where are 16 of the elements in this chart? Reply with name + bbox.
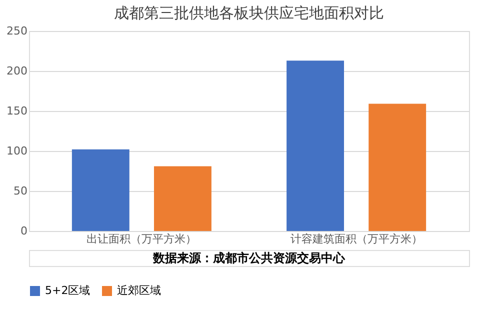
x-tick-label: 出让面积（万平方米） — [86, 232, 197, 246]
y-tick-label: 150 — [6, 104, 28, 118]
y-tick-label: 100 — [6, 144, 28, 158]
chart-title: 成都第三批供地各板块供应宅地面积对比 — [114, 4, 384, 22]
y-tick-label: 200 — [6, 64, 28, 78]
bar — [368, 104, 426, 231]
x-tick-label: 计容建筑面积（万平方米） — [290, 232, 422, 246]
legend-label: 近郊区域 — [117, 284, 161, 297]
legend-label: 5+2区域 — [45, 284, 90, 297]
bar — [286, 60, 344, 231]
y-tick-label: 50 — [14, 184, 28, 198]
bar — [154, 166, 212, 231]
y-tick-label: 0 — [20, 224, 28, 238]
bar — [72, 149, 130, 231]
source-note: 数据来源：成都市公共资源交易中心 — [152, 251, 346, 265]
y-tick-label: 250 — [6, 24, 28, 38]
